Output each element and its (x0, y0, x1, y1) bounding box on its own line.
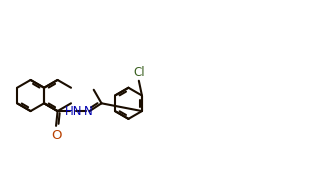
Text: N: N (84, 105, 92, 118)
Text: HN: HN (64, 105, 82, 118)
Text: Cl: Cl (134, 66, 146, 79)
Text: O: O (51, 129, 61, 142)
